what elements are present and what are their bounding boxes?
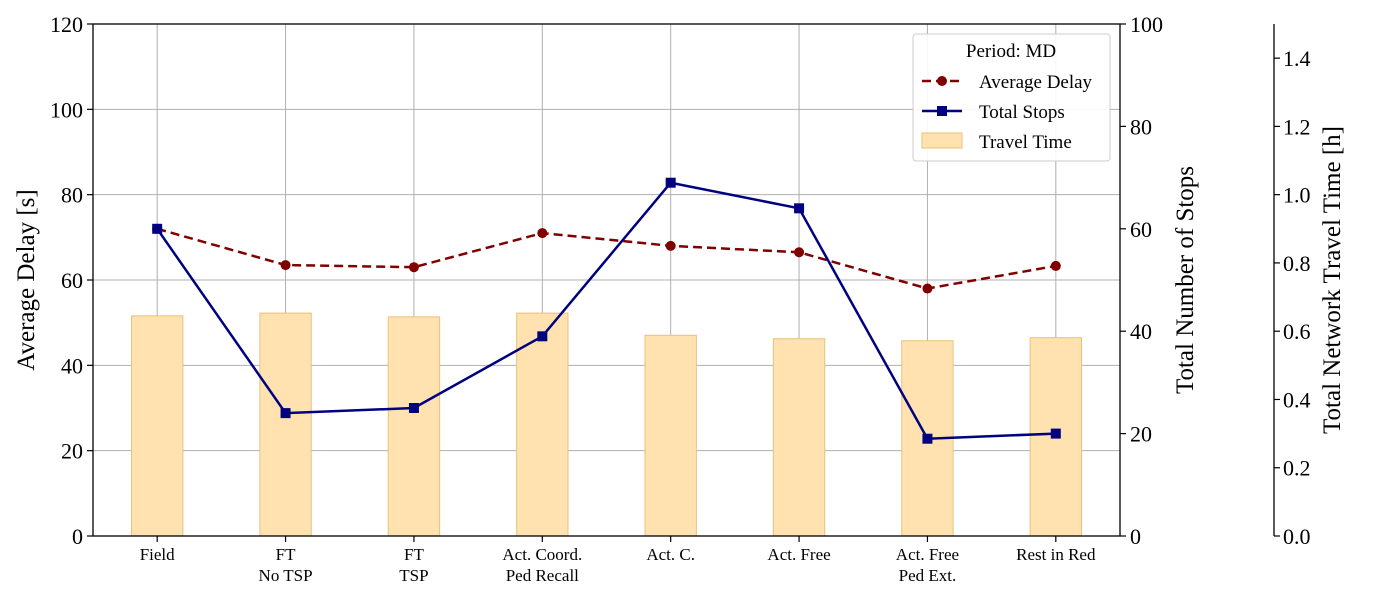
point-average-delay [665, 240, 676, 251]
point-total-stops [1050, 428, 1061, 439]
tick-label-right: 60 [1130, 217, 1152, 242]
legend-marker-total-stops [937, 106, 947, 116]
tick-label-travel-time: 0.4 [1283, 387, 1311, 412]
tick-label-left: 40 [61, 353, 83, 378]
tick-label-left: 80 [61, 183, 83, 208]
bar-travel-time [644, 334, 697, 537]
tick-label-travel-time: 0.6 [1283, 319, 1311, 344]
category-label: FT [276, 545, 296, 564]
tick-label-right: 20 [1130, 422, 1152, 447]
point-total-stops [280, 408, 291, 419]
point-average-delay [537, 228, 548, 239]
category-label: Act. Free [767, 545, 830, 564]
point-total-stops [537, 331, 548, 342]
point-average-delay [408, 262, 419, 273]
bar-travel-time [516, 312, 569, 537]
category-label: TSP [399, 566, 428, 585]
point-average-delay [794, 247, 805, 258]
axis-label-travel-time: Total Network Travel Time [h] [1319, 126, 1346, 434]
point-average-delay [1050, 260, 1061, 271]
point-total-stops [922, 433, 933, 444]
category-label: Act. Free [896, 545, 959, 564]
axis-label-right: Total Number of Stops [1172, 166, 1199, 394]
tick-label-travel-time: 1.4 [1283, 46, 1311, 71]
tick-label-right: 40 [1130, 319, 1152, 344]
tick-label-travel-time: 0.2 [1283, 456, 1311, 481]
bar-travel-time [387, 316, 441, 537]
point-average-delay [280, 260, 291, 271]
tick-label-right: 0 [1130, 524, 1141, 549]
legend-box [912, 33, 1111, 162]
tick-label-left: 0 [72, 524, 83, 549]
point-total-stops [665, 177, 676, 188]
line-average-delay [156, 227, 1057, 290]
bar-travel-time [259, 312, 312, 537]
category-label: No TSP [259, 566, 313, 585]
tick-label-travel-time: 1.0 [1283, 183, 1311, 208]
point-total-stops [794, 203, 805, 214]
bar-travel-time [131, 315, 184, 537]
legend-marker-average-delay [937, 76, 947, 86]
category-label: Act. Coord. [502, 545, 582, 564]
axis-label-left: Average Delay [s] [13, 189, 40, 370]
category-label: Ped Recall [506, 566, 579, 585]
legend-swatch-travel-time [921, 132, 963, 149]
tick-label-right: 80 [1130, 114, 1152, 139]
tick-label-travel-time: 1.2 [1283, 114, 1311, 139]
legend: Period: MD Average Delay Total Stops Travel… [912, 33, 1111, 162]
tick-label-right: 100 [1130, 12, 1163, 37]
legend-title: Period: MD [966, 41, 1056, 62]
point-total-stops [408, 403, 419, 413]
bar-travel-time [772, 338, 826, 537]
legend-label-travel-time: Travel Time [979, 132, 1072, 153]
category-label: Ped Ext. [899, 566, 957, 585]
category-label: Field [140, 545, 175, 564]
category-label: Rest in Red [1016, 545, 1096, 564]
legend-label-total-stops: Total Stops [979, 102, 1065, 123]
line-total-stops [156, 181, 1056, 440]
point-average-delay [922, 283, 933, 294]
tick-label-left: 120 [50, 12, 83, 37]
legend-label-average-delay: Average Delay [979, 72, 1093, 93]
tick-label-left: 20 [61, 439, 83, 464]
tick-label-travel-time: 0.0 [1283, 524, 1311, 549]
tick-label-left: 100 [50, 97, 83, 122]
category-label: FT [404, 545, 424, 564]
category-label: Act. C. [646, 545, 695, 564]
point-total-stops [152, 223, 163, 234]
tick-label-left: 60 [61, 268, 83, 293]
tick-label-travel-time: 0.8 [1283, 251, 1311, 276]
